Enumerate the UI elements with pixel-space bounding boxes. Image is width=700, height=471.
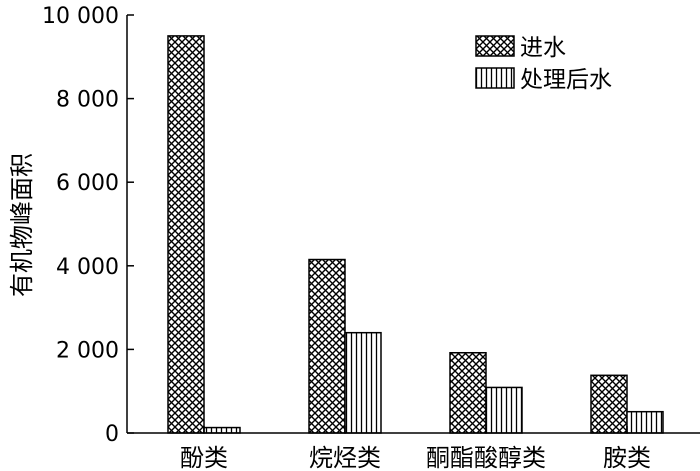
- bar-influent-2: [449, 351, 487, 434]
- x-category-label: 酮酯酸醇类: [426, 444, 546, 471]
- legend-label-influent: 进水: [520, 35, 566, 61]
- bars: [167, 35, 664, 434]
- y-tick-label: 8 000: [56, 88, 119, 113]
- y-axis-title: 有机物峰面积: [8, 153, 36, 297]
- legend-swatch-influent: [475, 35, 515, 57]
- y-axis-ticks: 0 2 000 4 000 6 000 8 000 10 000: [42, 4, 134, 447]
- bar-treated-1: [344, 331, 382, 434]
- bar-influent-1: [308, 258, 346, 434]
- legend-swatch-treated: [475, 67, 515, 89]
- legend-label-treated: 处理后水: [520, 67, 612, 93]
- x-category-label: 胺类: [603, 444, 651, 471]
- bar-treated-0: [203, 426, 241, 434]
- bar-treated-2: [485, 386, 523, 434]
- y-tick-label: 4 000: [56, 255, 119, 280]
- x-axis-ticks: 酚类 烷烃类 酮酯酸醇类 胺类: [180, 426, 651, 471]
- y-tick-label: 2 000: [56, 338, 119, 363]
- bar-influent-3: [590, 374, 628, 434]
- x-category-label: 酚类: [180, 444, 228, 471]
- x-category-label: 烷烃类: [309, 444, 381, 471]
- y-tick-label: 10 000: [42, 4, 119, 29]
- bar-influent-0: [167, 35, 205, 434]
- y-tick-label: 6 000: [56, 171, 119, 196]
- y-tick-label: 0: [105, 422, 119, 447]
- bar-treated-3: [626, 410, 664, 434]
